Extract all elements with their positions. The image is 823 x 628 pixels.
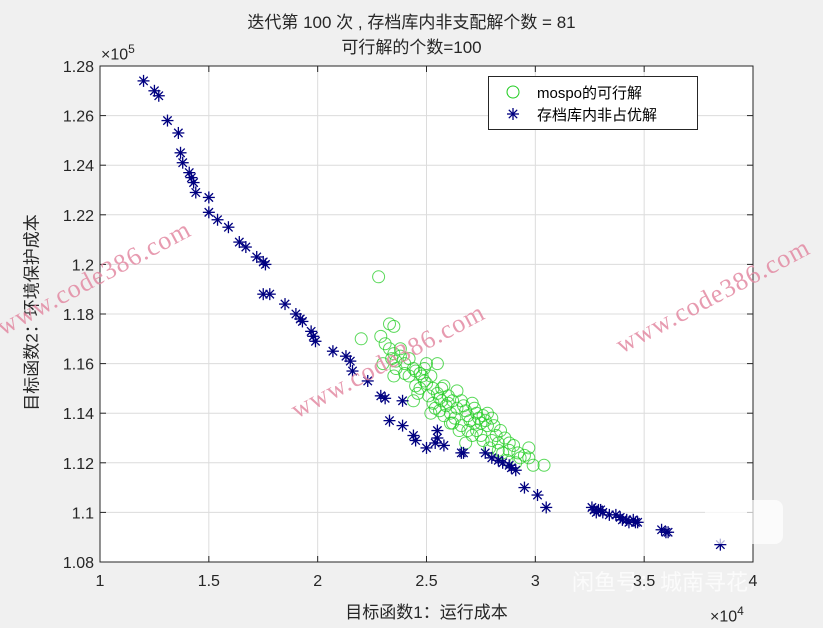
x-axis-label: 目标函数1：运行成本 [345,603,508,622]
svg-text:1.12: 1.12 [63,456,94,473]
tick-labels: 1 1.5 2 2.5 3 3.5 4 1.08 1.1 1.12 1.14 1.16 1.18 1.2 1… [63,59,758,590]
y-axis-label: 目标函数2：环境保护成本 [22,214,42,411]
chart-title-line1: 迭代第 100 次 , 存档库内非支配解个数 = 81 [247,13,576,32]
svg-text:2.5: 2.5 [415,573,437,590]
xianyu-logo-icon [705,500,783,544]
legend: mospo的可行解 存档库内非占优解 [488,76,698,130]
axes-frame [99,65,754,563]
svg-text:1.5: 1.5 [198,573,220,590]
asterisk-marker-icon [507,108,519,120]
svg-text:1.16: 1.16 [63,357,94,374]
legend-item-archive: 存档库内非占优解 [489,103,657,125]
svg-text:1.14: 1.14 [63,406,94,423]
svg-text:3: 3 [531,573,540,590]
svg-text:3.5: 3.5 [633,573,655,590]
legend-item-feasible: mospo的可行解 [489,81,642,103]
svg-text:1.18: 1.18 [63,307,94,324]
circle-marker-icon [506,85,520,99]
archive-nondominated-series [137,74,727,551]
y-exponent-label: ×105 [101,42,135,64]
svg-text:1.26: 1.26 [63,109,94,126]
legend-label-archive: 存档库内非占优解 [537,106,658,124]
x-exponent-label: ×104 [710,604,744,626]
svg-text:2: 2 [313,573,322,590]
svg-text:1.28: 1.28 [63,59,94,76]
svg-text:1.24: 1.24 [63,158,94,175]
chart-title-line2: 可行解的个数=100 [341,38,482,57]
svg-text:1.08: 1.08 [63,555,94,572]
svg-text:4: 4 [749,573,758,590]
legend-label-feasible: mospo的可行解 [537,84,643,102]
svg-text:1.1: 1.1 [72,505,94,522]
svg-text:1.22: 1.22 [63,208,94,225]
svg-text:1: 1 [96,573,105,590]
svg-text:1.2: 1.2 [72,257,94,274]
